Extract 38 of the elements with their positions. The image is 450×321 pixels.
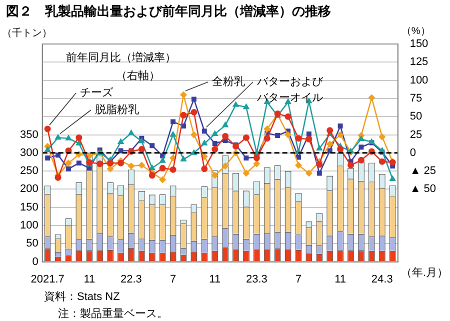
annotation: 前年同月比（増減率） — [66, 51, 176, 64]
text: チーズ — [80, 87, 114, 100]
x-tick-label: 23.3 — [246, 273, 268, 286]
y2-tick-label: 50 — [410, 110, 422, 123]
y-axis-title: （千トン） — [2, 26, 52, 39]
y-tick-label: 350 — [20, 128, 38, 141]
series-label: 脱脂粉乳 — [95, 103, 139, 116]
text: バターおよびバターオイル — [256, 76, 324, 104]
y2-axis-title: （%） — [401, 26, 430, 37]
x-axis-title: （年.月） — [400, 266, 448, 279]
text: 注：製品重量ベース。 — [58, 307, 168, 320]
x-tick-label: 2021.7 — [30, 273, 64, 286]
y-tick-label: 250 — [20, 165, 38, 178]
y-tick-label: 150 — [20, 201, 38, 214]
y2-tick-label: ▲ 25 — [410, 165, 436, 178]
y-tick-label: 100 — [20, 220, 38, 232]
x-tick-label: 11 — [209, 273, 221, 286]
y2-tick-label: 0 — [410, 146, 416, 159]
y-tick-label: 200 — [20, 183, 38, 196]
annotation: （右軸） — [116, 69, 160, 82]
y2-tick-label: ▲ 50 — [410, 183, 436, 196]
y-tick-label: 0 — [32, 256, 38, 268]
x-tick-label: 24.3 — [371, 273, 393, 286]
y-tick-label: 300 — [20, 146, 38, 159]
y2-tick-label: 150 — [410, 38, 428, 50]
y2-tick-label: 100 — [410, 74, 428, 86]
text: 資料：Stats NZ — [44, 290, 120, 304]
x-tick-label: 22.3 — [120, 273, 142, 286]
text: 全粉乳 — [212, 75, 245, 88]
x-tick-label: 11 — [334, 273, 346, 286]
x-tick-label: 11 — [84, 273, 96, 286]
y2-tick-label: 75 — [410, 92, 422, 104]
y2-tick-label: 125 — [410, 56, 428, 68]
y-tick-label: 50 — [26, 238, 38, 250]
chart-title: 図２ 乳製品輸出量および前年同月比（増減率）の推移 — [6, 4, 331, 19]
x-tick-label: 7 — [295, 273, 302, 286]
y2-tick-label: 25 — [410, 128, 422, 141]
x-tick-label: 7 — [170, 273, 176, 286]
